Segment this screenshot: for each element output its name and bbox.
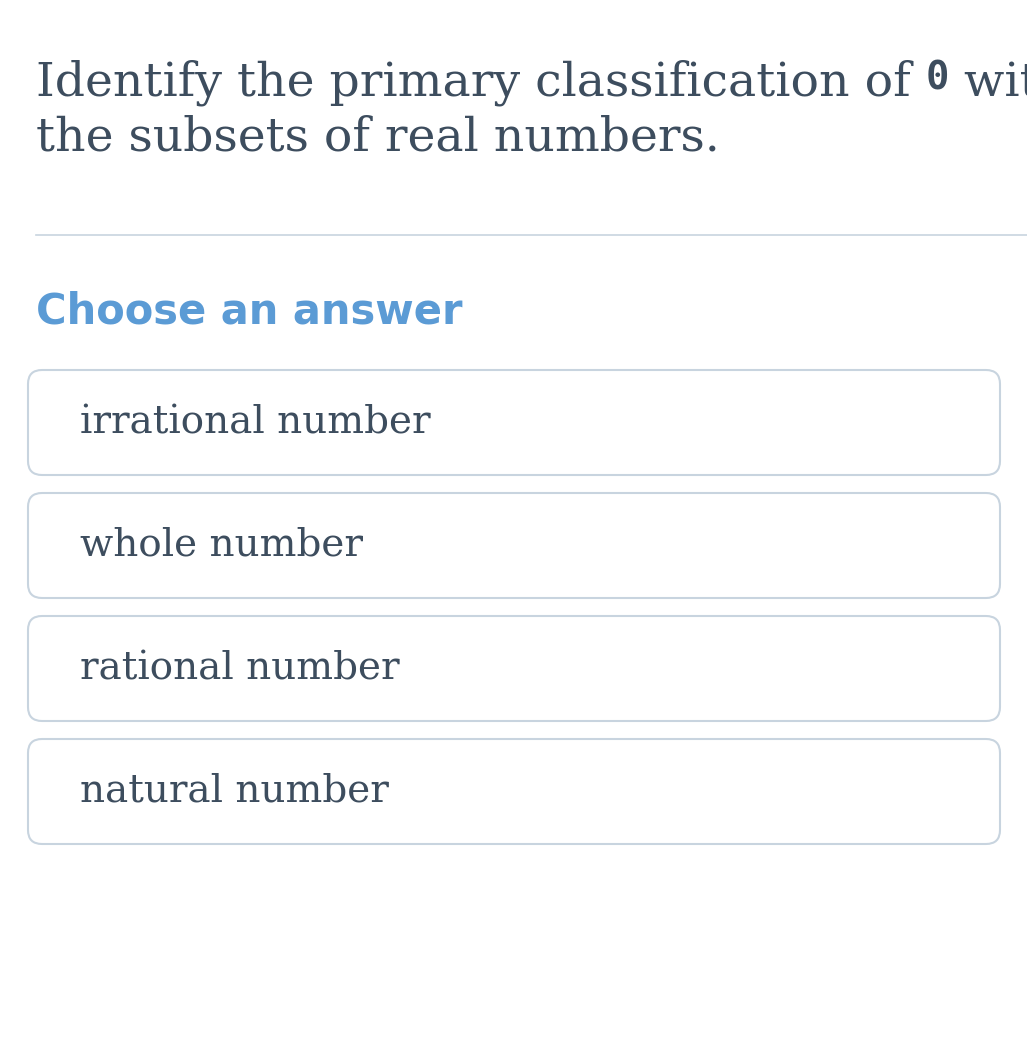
FancyBboxPatch shape	[28, 616, 1000, 721]
Text: rational number: rational number	[80, 650, 400, 686]
Text: 0: 0	[925, 60, 949, 99]
FancyBboxPatch shape	[28, 739, 1000, 844]
Text: irrational number: irrational number	[80, 404, 430, 441]
FancyBboxPatch shape	[28, 370, 1000, 475]
Text: Choose an answer: Choose an answer	[36, 290, 462, 332]
Text: whole number: whole number	[80, 527, 363, 564]
Text: within: within	[949, 60, 1027, 106]
Text: Identify the primary classification of: Identify the primary classification of	[36, 60, 925, 107]
FancyBboxPatch shape	[28, 493, 1000, 598]
Text: natural number: natural number	[80, 773, 389, 810]
Text: the subsets of real numbers.: the subsets of real numbers.	[36, 115, 720, 161]
